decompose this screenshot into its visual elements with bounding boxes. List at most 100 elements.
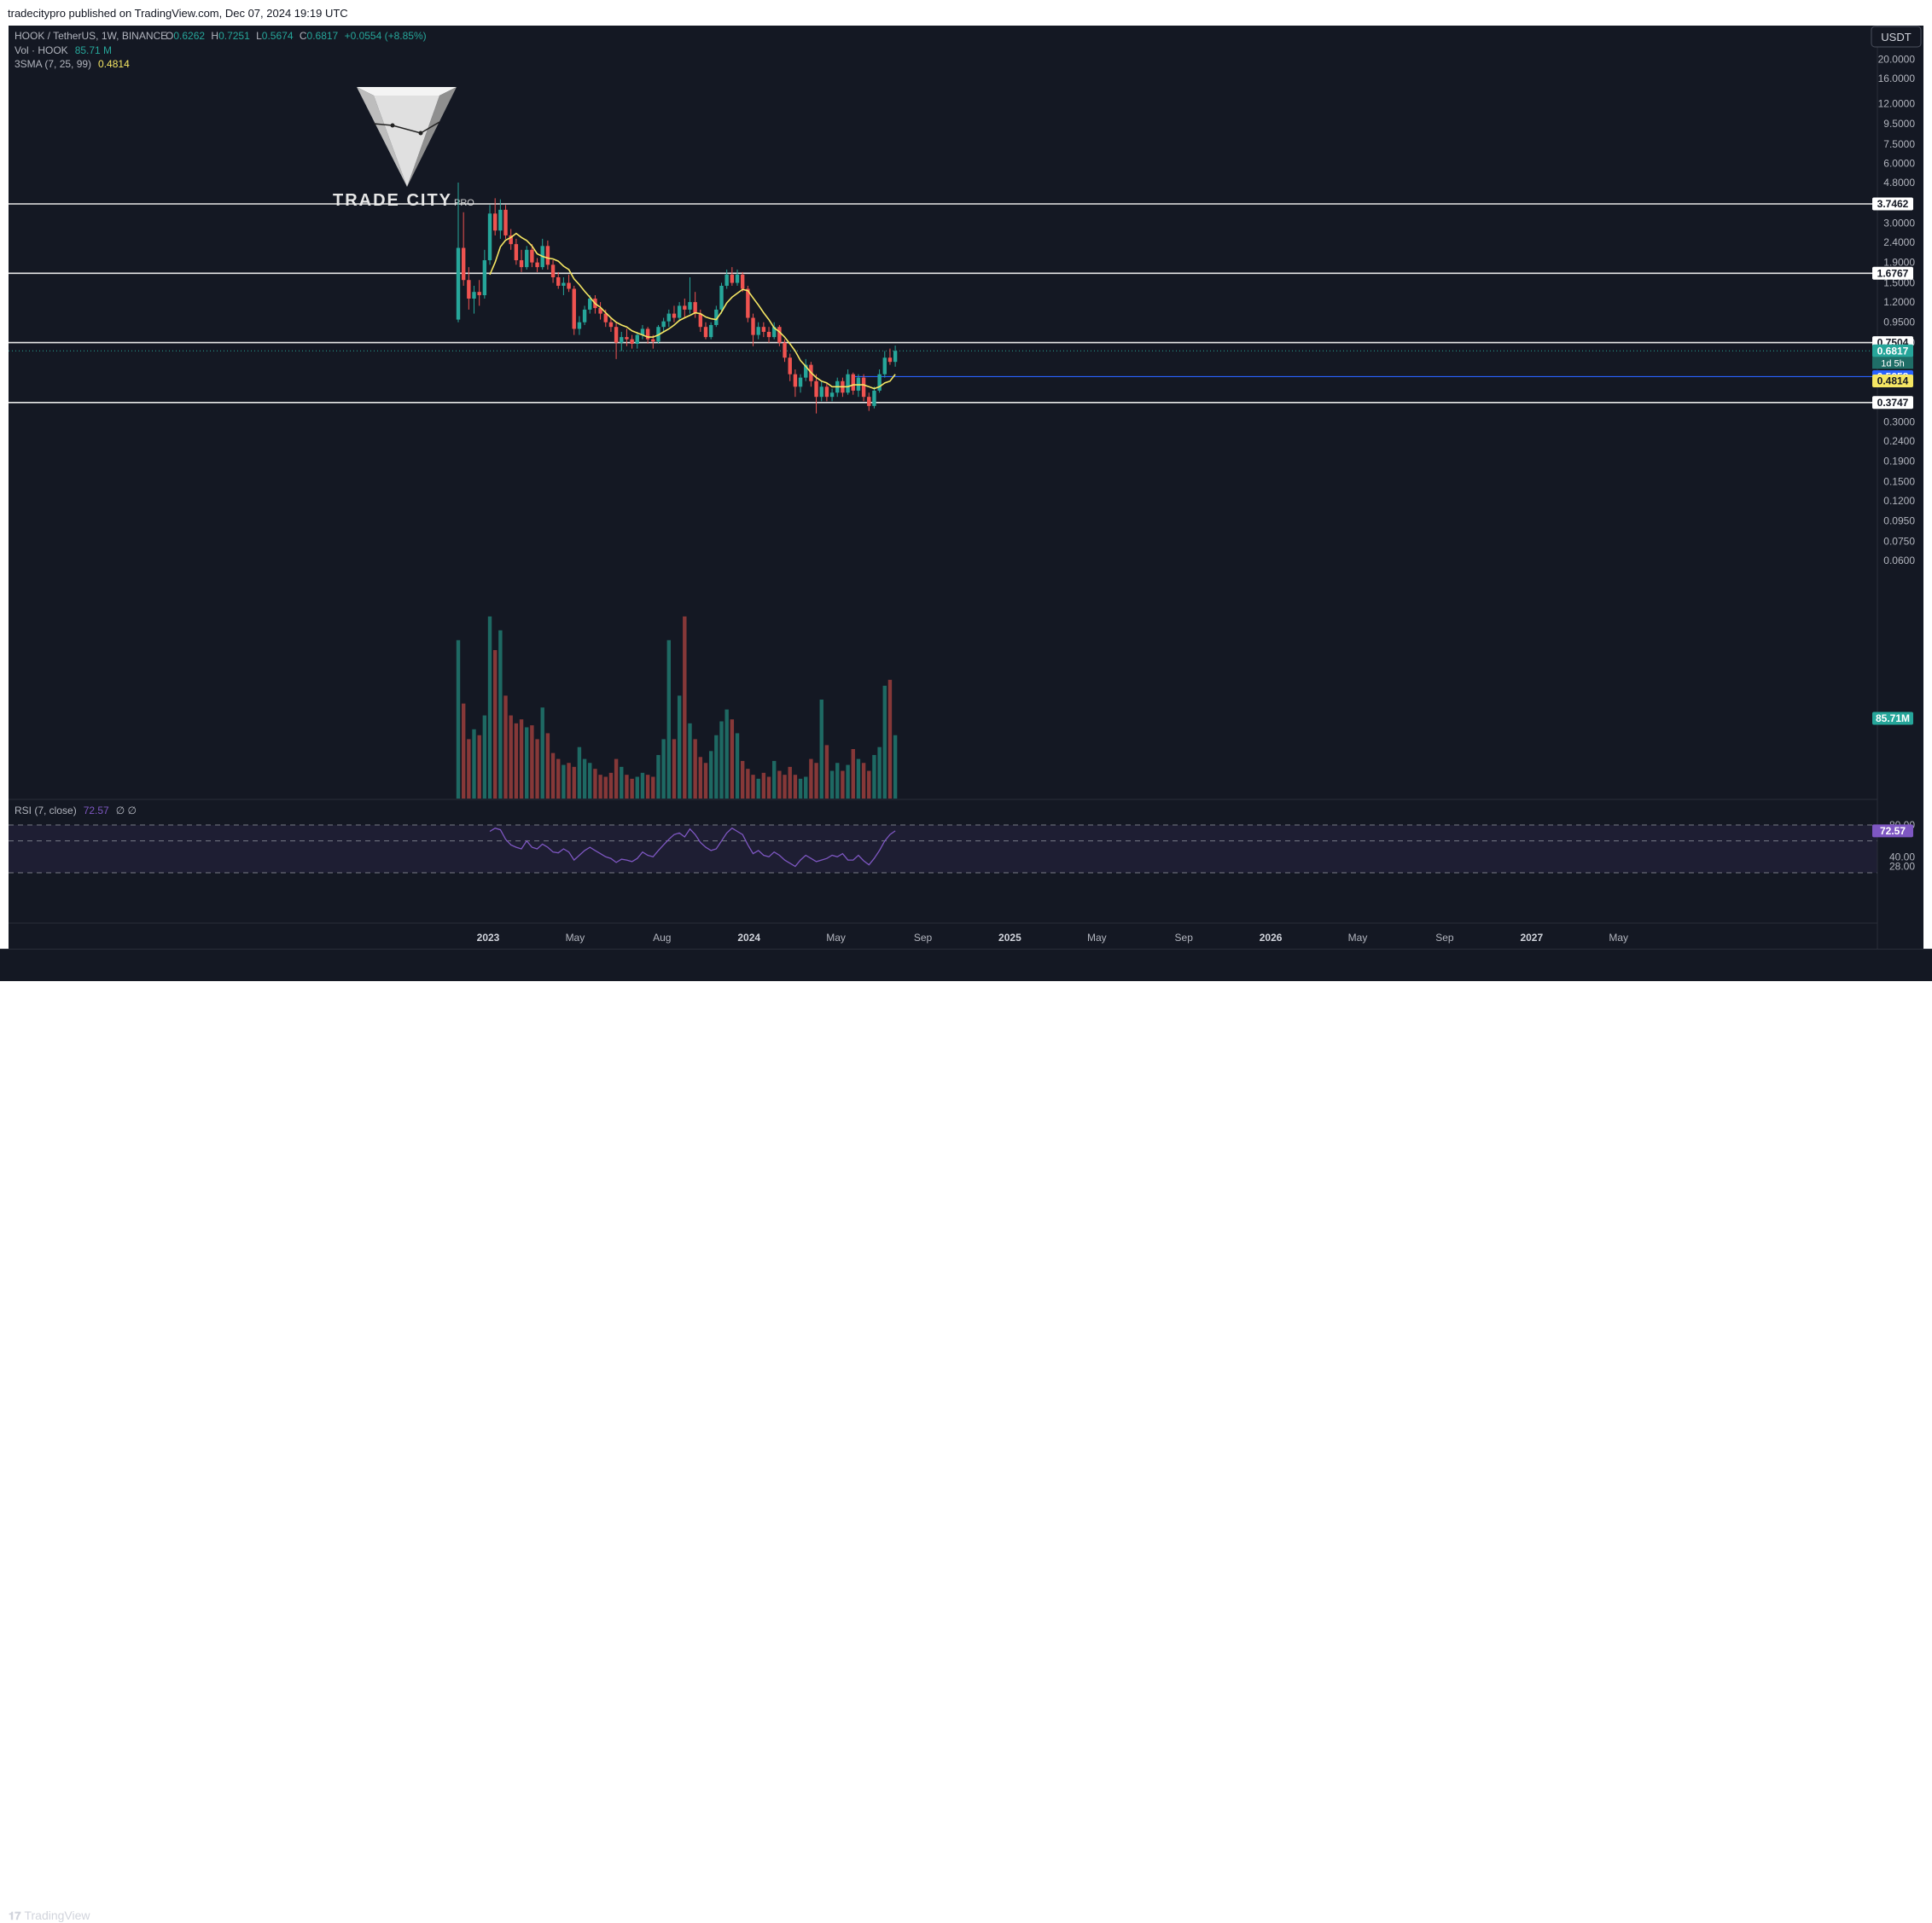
price-tick-label: 0.0750 (1883, 535, 1915, 547)
candle-body (856, 377, 861, 391)
price-tick-label: 0.1500 (1883, 475, 1915, 487)
volume-bar (572, 766, 576, 799)
volume-bar (661, 739, 666, 799)
volume-bar (467, 739, 471, 799)
candle-body (756, 327, 760, 335)
candle-body (688, 302, 692, 310)
candle-body (798, 377, 803, 387)
volume-bar (550, 752, 556, 799)
candle-body (525, 249, 529, 268)
volume-bar (635, 776, 639, 799)
rsi-badge-text: 72.57 (1880, 825, 1906, 837)
volume-bar (788, 766, 792, 799)
candle-body (751, 317, 755, 335)
volume-bar (761, 772, 766, 799)
candle-body (777, 327, 782, 343)
volume-bar (593, 769, 597, 799)
candle-body (535, 262, 539, 268)
volume-bar (487, 616, 492, 799)
volume-bar (567, 763, 571, 799)
price-tick-label: 0.1900 (1883, 456, 1915, 468)
volume-bar (688, 723, 692, 799)
volume-bar (877, 747, 882, 799)
volume-bar (530, 725, 534, 799)
volume-bar (746, 769, 750, 799)
candle-body (550, 264, 556, 278)
candle-body (492, 213, 498, 231)
tradingview-logo[interactable]: 𝟏𝟕 TradingView (9, 1908, 90, 1923)
time-tick-label: May (826, 932, 846, 944)
candle-body (851, 374, 855, 391)
level-badge-bg (1872, 266, 1913, 280)
candle-body (761, 327, 766, 332)
candle-body (519, 260, 524, 268)
price-tick-label: 3.0000 (1883, 218, 1915, 229)
countdown-bg (1872, 357, 1913, 369)
price-chart[interactable]: HOOK / TetherUS, 1W, BINANCE O0.6262 H0.… (9, 26, 1923, 949)
time-tick-label: 2025 (998, 932, 1021, 944)
time-tick-label: 2023 (477, 932, 500, 944)
candle-body (877, 374, 882, 391)
candle-body (498, 209, 503, 231)
footer-bar: 𝟏𝟕 TradingView (0, 949, 1932, 1923)
candle-body (472, 292, 476, 299)
volume-badge-bg (1872, 712, 1913, 725)
volume-bar (841, 770, 845, 799)
volume-bar (893, 735, 898, 799)
volume-bar (556, 758, 561, 799)
rsi-tick-label: 28.00 (1889, 861, 1915, 873)
volume-bar (798, 778, 803, 799)
volume-bar (829, 770, 835, 799)
time-tick-label: 2027 (1520, 932, 1543, 944)
price-tick-label: 6.0000 (1883, 157, 1915, 169)
candle-body (625, 337, 629, 340)
price-tick-label: 0.9500 (1883, 317, 1915, 328)
volume-badge-text: 85.71M (1876, 712, 1910, 724)
volume-bar (651, 776, 655, 799)
volume-bar (677, 695, 682, 799)
candle-body (572, 288, 576, 329)
candle-body (872, 390, 876, 406)
currency-button[interactable]: USDT (1871, 26, 1922, 48)
volume-bar (525, 727, 529, 799)
volume-bar (519, 719, 524, 799)
volume-bar (730, 719, 735, 799)
rsi-tick-label: 40.00 (1889, 851, 1915, 863)
volume-bar (861, 763, 866, 799)
trade-city-logo: TRADE CITY PRO (333, 87, 474, 210)
candle-body (730, 274, 735, 283)
logo-suffix: PRO (454, 198, 474, 208)
volume-bar (672, 739, 677, 799)
price-tick-label: 0.0600 (1883, 555, 1915, 566)
price-tick-label: 12.0000 (1878, 97, 1916, 109)
legend-symbol: HOOK / TetherUS, 1W, BINANCE (15, 30, 167, 42)
volume-bar (683, 616, 687, 799)
time-tick-label: 2024 (737, 932, 760, 944)
chart-container[interactable]: HOOK / TetherUS, 1W, BINANCE O0.6262 H0.… (9, 26, 1923, 949)
rsi-band (9, 825, 1877, 873)
candle-body (719, 285, 724, 310)
price-tick-label: 20.0000 (1878, 54, 1916, 66)
time-tick-label: Sep (1175, 932, 1194, 944)
volume-bar (887, 679, 893, 799)
price-axis[interactable]: 26.000020.000016.000012.00009.50007.5000… (1878, 31, 1916, 566)
volume-bar (703, 763, 708, 799)
volume-bar (814, 763, 818, 799)
legend-volume: Vol · HOOK 85.71 M (15, 44, 112, 56)
candle-body (556, 277, 561, 286)
countdown-text: 1d 5h (1881, 358, 1905, 369)
volume-bar (724, 709, 729, 799)
candle-body (829, 392, 835, 398)
candle-body (477, 292, 481, 296)
candle-body (746, 288, 750, 318)
time-tick-label: Sep (1435, 932, 1454, 944)
volume-bar (630, 778, 634, 799)
volume-bar (614, 758, 619, 799)
candle-body (788, 357, 792, 375)
time-axis[interactable]: 2023 May Aug 2024 May Sep 2025 May Sep 2026 May Sep… (477, 932, 1628, 944)
volume-bar (482, 715, 487, 799)
volume-bar (456, 640, 461, 799)
time-tick-label: May (1087, 932, 1107, 944)
volume-bar (783, 775, 787, 799)
